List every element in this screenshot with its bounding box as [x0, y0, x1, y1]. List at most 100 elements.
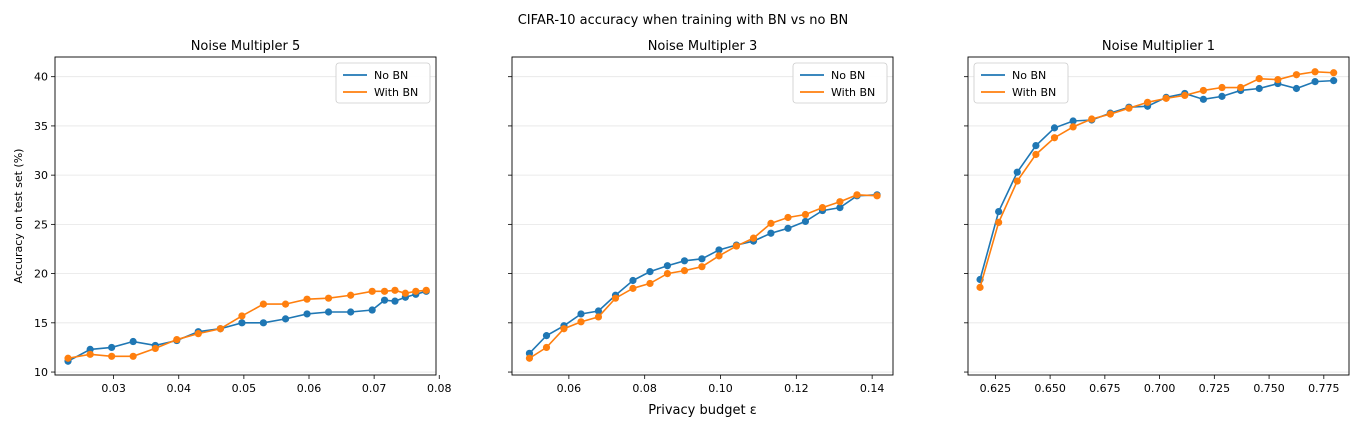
data-point-with-bn	[732, 242, 741, 250]
x-tick-label: 0.625	[980, 382, 1012, 395]
data-point-with-bn	[976, 283, 984, 291]
data-point-with-bn	[525, 354, 534, 362]
data-point-with-bn	[259, 300, 268, 308]
x-tick-label: 0.12	[784, 382, 809, 395]
subplot-title: Noise Multipler 3	[648, 39, 758, 54]
data-point-with-bn	[715, 252, 723, 260]
x-tick-label: 0.07	[362, 382, 387, 395]
data-point-with-bn	[1088, 115, 1096, 123]
data-point-no-bn	[542, 332, 551, 340]
x-tick-label: 0.06	[297, 382, 322, 395]
y-tick-label: 30	[34, 169, 48, 182]
data-point-with-bn	[801, 210, 810, 219]
x-tick-label: 0.03	[101, 382, 126, 395]
data-point-with-bn	[401, 289, 409, 297]
subplot-title: Noise Multiplier 1	[1102, 39, 1215, 54]
data-point-with-bn	[194, 330, 202, 338]
data-point-with-bn	[1199, 86, 1207, 95]
data-point-no-bn	[1330, 77, 1338, 85]
data-point-no-bn	[1255, 84, 1263, 93]
data-point-with-bn	[412, 287, 420, 295]
data-point-no-bn	[680, 257, 689, 265]
data-point-no-bn	[380, 296, 389, 304]
legend-box	[792, 62, 888, 104]
data-point-with-bn	[611, 294, 620, 302]
y-tick-label: 20	[34, 268, 48, 281]
x-tick-label: 0.10	[708, 382, 733, 395]
data-point-with-bn	[1181, 91, 1189, 99]
data-point-with-bn	[1032, 150, 1040, 159]
data-point-with-bn	[749, 234, 758, 242]
y-tick-label: 35	[34, 120, 48, 133]
legend: No BN With BN	[973, 62, 1069, 104]
x-axis-label: Privacy budget ε	[648, 403, 756, 418]
data-point-no-bn	[663, 262, 672, 270]
x-tick-label: 0.725	[1199, 382, 1231, 395]
y-axis-label: Accuracy on test set (%)	[12, 149, 25, 284]
data-point-no-bn	[1050, 124, 1059, 132]
data-point-no-bn	[324, 308, 333, 316]
legend-box	[973, 62, 1069, 104]
x-tick-label: 0.775	[1308, 382, 1340, 395]
data-point-with-bn	[151, 344, 159, 353]
data-point-with-bn	[368, 287, 376, 295]
data-point-no-bn	[86, 345, 94, 354]
data-point-with-bn	[873, 192, 881, 200]
data-point-no-bn	[594, 307, 603, 315]
data-point-no-bn	[1311, 78, 1319, 86]
data-point-with-bn	[1330, 69, 1338, 77]
data-point-with-bn	[995, 218, 1003, 226]
data-point-with-bn	[1050, 134, 1059, 142]
data-point-with-bn	[680, 267, 689, 275]
subplot-noise-multiplier-5: 0.03 0.04 0.05 0.06 0.07 0.08 10 15 20 25 30 35 40 No…	[12, 39, 452, 395]
legend-label: With BN	[374, 86, 418, 99]
series-line-with-bn	[529, 194, 878, 359]
data-point-no-bn	[129, 337, 137, 346]
data-point-no-bn	[995, 207, 1003, 216]
subplot-noise-multiplier-3: 0.06 0.08 0.10 0.12 0.14 Noise Multipler 3 Pri…	[508, 39, 894, 418]
data-point-no-bn	[577, 310, 585, 318]
x-tick-label: 0.650	[1034, 382, 1066, 395]
data-point-no-bn	[259, 319, 268, 327]
series-line-no-bn	[979, 79, 1334, 280]
x-tick-label: 0.06	[557, 382, 582, 395]
data-point-with-bn	[767, 219, 775, 227]
data-point-no-bn	[391, 297, 399, 305]
data-point-no-bn	[1069, 117, 1077, 125]
data-point-with-bn	[216, 325, 225, 333]
data-point-with-bn	[698, 263, 706, 271]
data-point-no-bn	[836, 204, 844, 212]
legend-label: No BN	[831, 69, 865, 82]
data-point-no-bn	[801, 217, 810, 226]
data-point-with-bn	[646, 279, 654, 288]
legend-label: No BN	[374, 69, 408, 82]
data-point-no-bn	[347, 308, 355, 316]
data-point-no-bn	[715, 246, 723, 254]
data-point-with-bn	[1106, 110, 1114, 118]
data-point-with-bn	[1255, 75, 1263, 83]
x-tick-label: 0.700	[1144, 382, 1176, 395]
data-point-with-bn	[347, 291, 355, 299]
data-point-no-bn	[1199, 95, 1207, 103]
x-tick-label: 0.08	[427, 382, 452, 395]
series-line-no-bn	[67, 290, 427, 362]
data-point-no-bn	[629, 276, 637, 285]
series-line-no-bn	[528, 194, 878, 354]
series-line-with-bn	[67, 289, 427, 360]
data-point-with-bn	[542, 343, 551, 352]
figure-title: CIFAR-10 accuracy when training with BN …	[518, 13, 849, 28]
subplot-title: Noise Multipler 5	[191, 39, 301, 54]
data-point-with-bn	[836, 198, 844, 206]
x-tick-label: 0.14	[860, 382, 885, 395]
data-point-with-bn	[560, 325, 568, 333]
data-point-no-bn	[525, 349, 534, 357]
data-point-no-bn	[646, 268, 654, 276]
data-point-with-bn	[1013, 177, 1021, 185]
data-point-with-bn	[380, 287, 389, 295]
data-point-with-bn	[64, 354, 72, 362]
legend: No BN With BN	[335, 62, 431, 104]
data-point-no-bn	[1218, 92, 1226, 100]
series-line-with-bn	[979, 70, 1334, 288]
axes-frame	[54, 56, 437, 376]
